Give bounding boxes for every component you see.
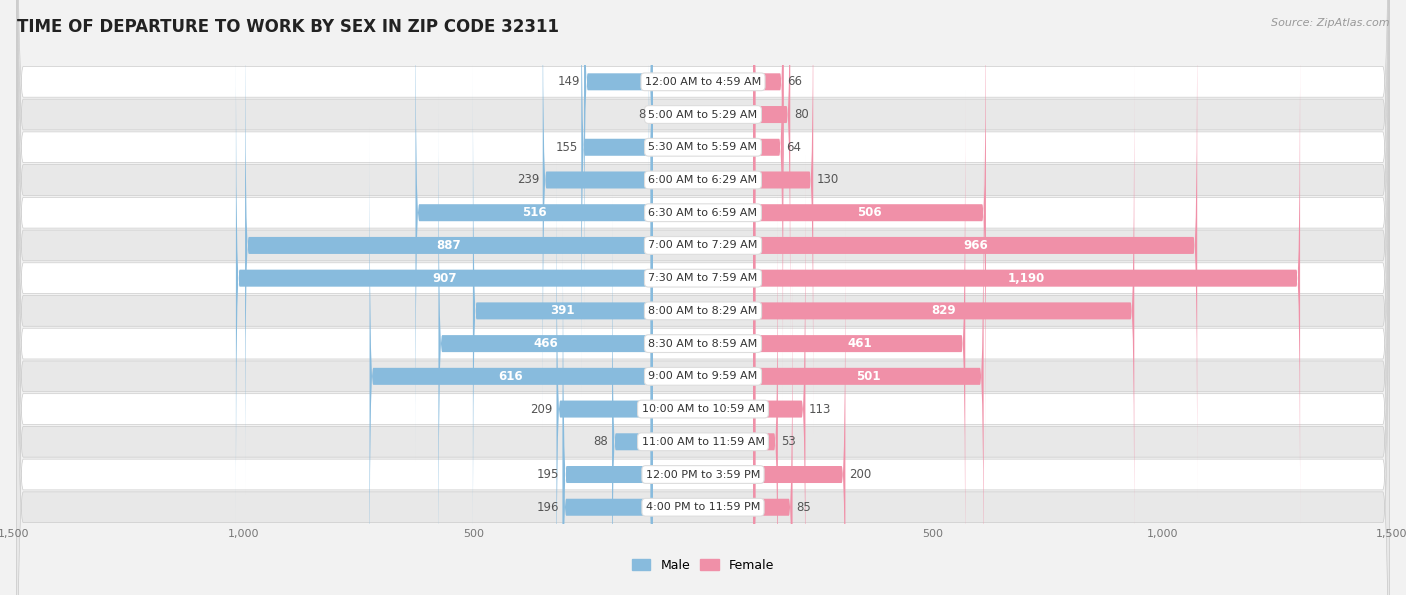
Text: 64: 64 [786, 141, 801, 154]
Text: 53: 53 [782, 436, 796, 448]
FancyBboxPatch shape [754, 58, 1135, 564]
Text: Source: ZipAtlas.com: Source: ZipAtlas.com [1271, 18, 1389, 28]
Text: 7:00 AM to 7:29 AM: 7:00 AM to 7:29 AM [648, 240, 758, 250]
Text: 195: 195 [537, 468, 560, 481]
FancyBboxPatch shape [754, 221, 845, 595]
FancyBboxPatch shape [370, 123, 652, 595]
Text: 5:30 AM to 5:59 AM: 5:30 AM to 5:59 AM [648, 142, 758, 152]
Text: 616: 616 [499, 370, 523, 383]
Text: 907: 907 [432, 272, 457, 284]
FancyBboxPatch shape [612, 189, 652, 595]
FancyBboxPatch shape [17, 0, 1389, 595]
FancyBboxPatch shape [754, 0, 783, 400]
Text: 80: 80 [794, 108, 808, 121]
FancyBboxPatch shape [17, 0, 1389, 558]
FancyBboxPatch shape [245, 0, 652, 499]
Text: 516: 516 [522, 206, 547, 219]
FancyBboxPatch shape [17, 0, 1389, 595]
FancyBboxPatch shape [754, 90, 966, 595]
FancyBboxPatch shape [236, 25, 652, 531]
FancyBboxPatch shape [17, 0, 1389, 595]
Text: 200: 200 [849, 468, 872, 481]
Text: 966: 966 [963, 239, 988, 252]
FancyBboxPatch shape [557, 156, 652, 595]
FancyBboxPatch shape [17, 0, 1389, 595]
FancyBboxPatch shape [754, 0, 986, 466]
Text: 1,190: 1,190 [1008, 272, 1046, 284]
Text: 501: 501 [856, 370, 880, 383]
FancyBboxPatch shape [17, 0, 1389, 590]
Text: 209: 209 [530, 403, 553, 415]
Legend: Male, Female: Male, Female [627, 554, 779, 577]
Text: 66: 66 [787, 76, 803, 88]
FancyBboxPatch shape [754, 189, 778, 595]
FancyBboxPatch shape [17, 0, 1389, 595]
FancyBboxPatch shape [754, 0, 813, 433]
FancyBboxPatch shape [754, 0, 783, 335]
FancyBboxPatch shape [17, 32, 1389, 595]
Text: 11:00 AM to 11:59 AM: 11:00 AM to 11:59 AM [641, 437, 765, 447]
Text: 88: 88 [593, 436, 609, 448]
FancyBboxPatch shape [17, 0, 1389, 595]
FancyBboxPatch shape [754, 254, 793, 595]
FancyBboxPatch shape [754, 156, 806, 595]
Text: 113: 113 [808, 403, 831, 415]
FancyBboxPatch shape [17, 0, 1389, 595]
Text: 8:30 AM to 8:59 AM: 8:30 AM to 8:59 AM [648, 339, 758, 349]
Text: 10:00 AM to 10:59 AM: 10:00 AM to 10:59 AM [641, 404, 765, 414]
FancyBboxPatch shape [17, 0, 1389, 595]
FancyBboxPatch shape [583, 0, 652, 335]
Text: 391: 391 [550, 305, 575, 317]
Text: 9:00 AM to 9:59 AM: 9:00 AM to 9:59 AM [648, 371, 758, 381]
Text: 239: 239 [516, 174, 538, 186]
Text: 196: 196 [536, 501, 558, 513]
Text: 7:30 AM to 7:59 AM: 7:30 AM to 7:59 AM [648, 273, 758, 283]
Text: 6:30 AM to 6:59 AM: 6:30 AM to 6:59 AM [648, 208, 758, 218]
FancyBboxPatch shape [543, 0, 652, 433]
FancyBboxPatch shape [17, 0, 1389, 595]
Text: 5:00 AM to 5:29 AM: 5:00 AM to 5:29 AM [648, 109, 758, 120]
Text: 461: 461 [846, 337, 872, 350]
FancyBboxPatch shape [754, 0, 790, 368]
Text: 6:00 AM to 6:29 AM: 6:00 AM to 6:29 AM [648, 175, 758, 185]
FancyBboxPatch shape [562, 254, 652, 595]
Text: 466: 466 [533, 337, 558, 350]
Text: 4:00 PM to 11:59 PM: 4:00 PM to 11:59 PM [645, 502, 761, 512]
Text: TIME OF DEPARTURE TO WORK BY SEX IN ZIP CODE 32311: TIME OF DEPARTURE TO WORK BY SEX IN ZIP … [17, 18, 558, 36]
FancyBboxPatch shape [17, 0, 1389, 595]
Text: 155: 155 [555, 141, 578, 154]
Text: 8: 8 [638, 108, 645, 121]
Text: 12:00 PM to 3:59 PM: 12:00 PM to 3:59 PM [645, 469, 761, 480]
Text: 149: 149 [558, 76, 581, 88]
FancyBboxPatch shape [472, 58, 652, 564]
Text: 506: 506 [858, 206, 882, 219]
Text: 85: 85 [796, 501, 811, 513]
FancyBboxPatch shape [754, 123, 984, 595]
FancyBboxPatch shape [648, 45, 652, 184]
FancyBboxPatch shape [562, 221, 652, 595]
Text: 130: 130 [817, 174, 839, 186]
FancyBboxPatch shape [17, 0, 1389, 595]
Text: 887: 887 [436, 239, 461, 252]
FancyBboxPatch shape [439, 90, 652, 595]
Text: 829: 829 [932, 305, 956, 317]
Text: 8:00 AM to 8:29 AM: 8:00 AM to 8:29 AM [648, 306, 758, 316]
Text: 12:00 AM to 4:59 AM: 12:00 AM to 4:59 AM [645, 77, 761, 87]
FancyBboxPatch shape [581, 0, 652, 400]
FancyBboxPatch shape [416, 0, 652, 466]
FancyBboxPatch shape [754, 0, 1197, 499]
FancyBboxPatch shape [754, 25, 1301, 531]
